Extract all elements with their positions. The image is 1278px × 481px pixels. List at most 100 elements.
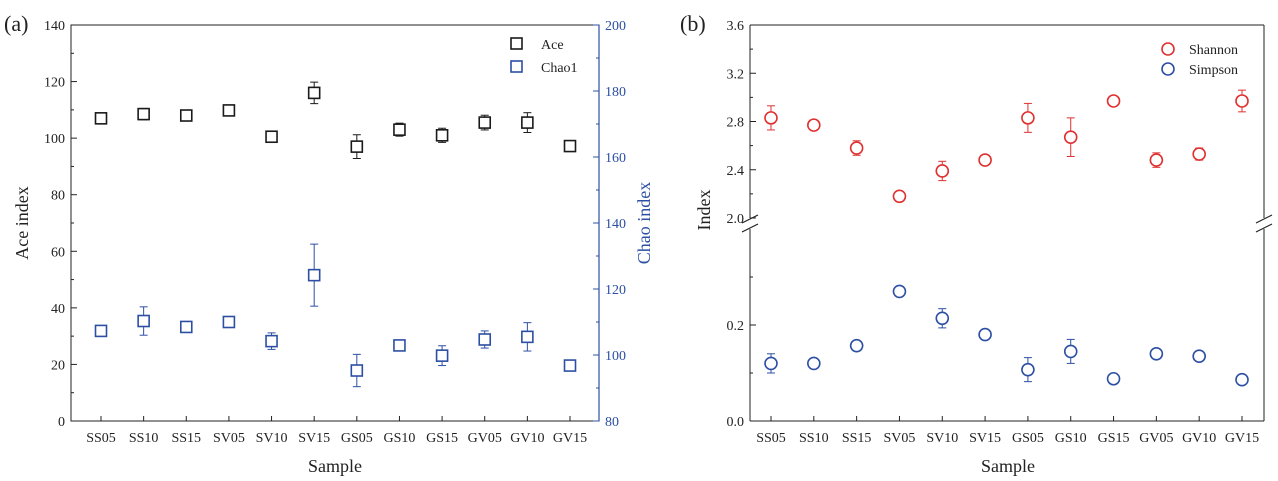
x-tick-label: SS10	[799, 431, 829, 446]
left-axis-title: Ace index	[12, 186, 32, 259]
lower-tick-label: 0.2	[727, 319, 745, 334]
x-tick-label: SS05	[86, 431, 116, 446]
upper-tick-label: 3.2	[727, 67, 745, 82]
data-point-ace	[137, 107, 150, 121]
left-tick-label: 80	[51, 189, 65, 204]
data-point-chao1	[521, 330, 534, 344]
right-tick-label: 100	[605, 349, 626, 364]
axis-break-mark-right	[1255, 214, 1273, 224]
x-axis-title: Sample	[981, 456, 1035, 476]
data-point-chao1	[435, 349, 449, 362]
x-tick-label: GS05	[341, 431, 373, 446]
x-tick-label: GV05	[1139, 431, 1173, 446]
upper-tick-label: 3.6	[727, 19, 745, 34]
plot-frame	[70, 24, 600, 422]
x-tick-label: SV05	[213, 431, 245, 446]
upper-tick-label: 2.8	[727, 116, 745, 131]
data-point-shannon	[1063, 130, 1078, 144]
x-tick-label: GS05	[1012, 431, 1044, 446]
left-tick-label: 20	[51, 358, 65, 373]
data-point-shannon	[1021, 111, 1035, 125]
data-point-chao1	[478, 333, 492, 346]
data-point-chao1	[179, 320, 193, 334]
data-point-chao1	[265, 334, 278, 348]
lower-tick-label: 0.0	[727, 415, 745, 430]
data-point-shannon	[892, 189, 907, 204]
panel-label: (b)	[680, 11, 706, 36]
x-tick-label: SS15	[842, 431, 872, 446]
x-tick-label: GV15	[553, 431, 587, 446]
right-tick-label: 140	[605, 217, 626, 232]
axis-break-mark-left	[741, 214, 759, 224]
data-point-simpson	[1149, 346, 1164, 361]
x-tick-label: SV10	[256, 431, 288, 446]
legend-marker	[510, 37, 523, 50]
data-point-chao1	[137, 314, 150, 328]
right-tick-label: 120	[605, 283, 626, 298]
data-point-chao1	[307, 268, 321, 282]
left-tick-label: 140	[44, 19, 65, 34]
data-point-shannon	[764, 111, 778, 125]
left-tick-label: 0	[58, 415, 65, 430]
data-point-shannon	[849, 141, 864, 155]
x-tick-label: GS15	[426, 431, 458, 446]
data-point-simpson	[807, 356, 821, 371]
legend-marker	[510, 60, 523, 73]
axis-break-mark-left	[741, 223, 759, 233]
data-point-simpson	[849, 338, 864, 353]
data-point-simpson	[1192, 349, 1206, 364]
data-point-ace	[350, 140, 364, 153]
data-point-ace	[179, 109, 193, 122]
right-tick-label: 160	[605, 151, 626, 166]
data-point-chao1	[222, 315, 236, 329]
x-tick-label: SS05	[756, 431, 786, 446]
x-tick-label: GV05	[468, 431, 502, 446]
data-point-ace	[478, 116, 492, 129]
x-tick-label: GS15	[1098, 431, 1130, 446]
data-point-simpson	[1021, 362, 1035, 377]
panel-b-shannon-simpson-chart: 2.0 2.4 2.8 3.2 3.6 0.0 0.2 SS05 SS10 SS15 SV05 SV1…	[680, 11, 1273, 476]
x-tick-label: SS15	[171, 431, 201, 446]
left-tick-label: 100	[44, 132, 65, 147]
data-point-shannon	[1235, 94, 1249, 108]
right-tick-label: 200	[605, 19, 626, 34]
legend-label: Shannon	[1189, 43, 1238, 58]
legend-label: Chao1	[541, 61, 578, 76]
upper-tick-label: 2.0	[727, 212, 745, 227]
x-tick-label: GV15	[1225, 431, 1259, 446]
data-point-simpson	[1235, 372, 1249, 387]
x-tick-label: SV15	[969, 431, 1001, 446]
legend-marker	[1161, 42, 1175, 56]
upper-tick-label: 2.4	[727, 164, 745, 179]
data-point-simpson	[764, 356, 778, 371]
data-point-ace	[435, 129, 449, 142]
x-tick-label: GS10	[384, 431, 416, 446]
left-tick-label: 120	[44, 76, 65, 91]
axis-break-mark-right	[1255, 223, 1273, 233]
data-point-shannon	[1106, 94, 1121, 108]
x-tick-label: SV15	[298, 431, 330, 446]
data-point-shannon	[1149, 153, 1164, 167]
x-tick-label: SV05	[884, 431, 916, 446]
data-point-shannon	[807, 118, 821, 132]
left-tick-label: 60	[51, 245, 65, 260]
data-point-simpson	[935, 311, 950, 326]
data-point-simpson	[892, 284, 907, 299]
data-point-ace	[265, 130, 278, 144]
data-point-simpson	[1106, 371, 1121, 386]
left-tick-label: 40	[51, 302, 65, 317]
panel-label: (a)	[4, 11, 28, 36]
data-point-shannon	[935, 164, 950, 178]
data-point-chao1	[393, 339, 406, 352]
data-point-ace	[393, 123, 406, 136]
x-tick-label: SV10	[926, 431, 958, 446]
x-axis-title: Sample	[308, 456, 362, 476]
legend-marker	[1161, 62, 1175, 76]
data-point-ace	[94, 112, 108, 125]
data-point-chao1	[94, 324, 108, 338]
data-point-chao1	[350, 364, 364, 377]
data-point-chao1	[563, 359, 577, 372]
x-tick-label: GS10	[1055, 431, 1087, 446]
y-axis-title: Index	[694, 190, 714, 231]
